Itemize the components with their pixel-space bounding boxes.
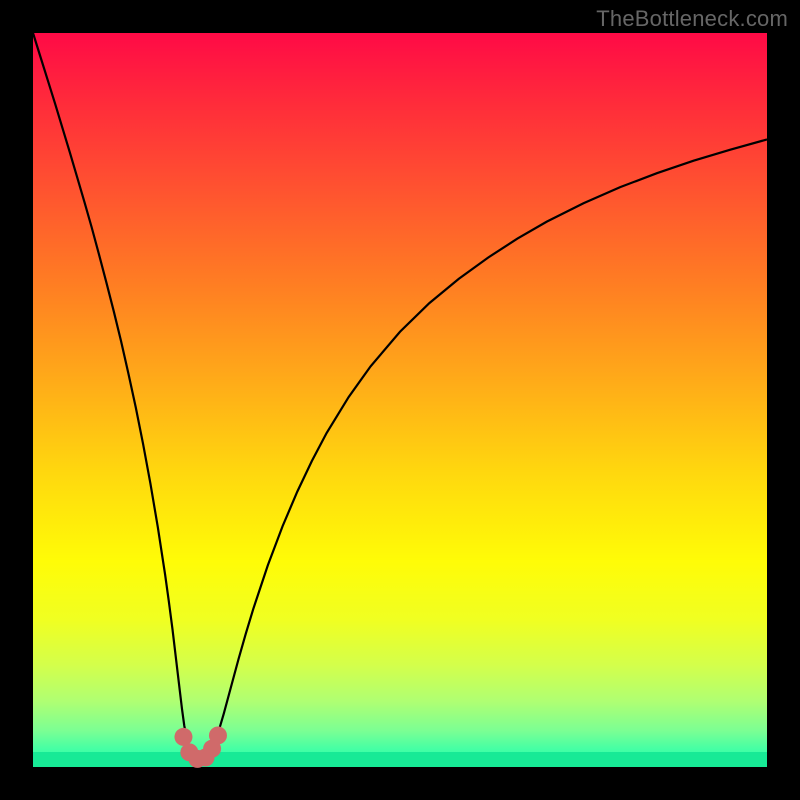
curve-marker (209, 726, 227, 744)
green-bottom-band (33, 752, 767, 767)
chart-frame: TheBottleneck.com (0, 0, 800, 800)
bottleneck-plot (0, 0, 800, 800)
plot-background (33, 33, 767, 767)
curve-marker (174, 728, 192, 746)
